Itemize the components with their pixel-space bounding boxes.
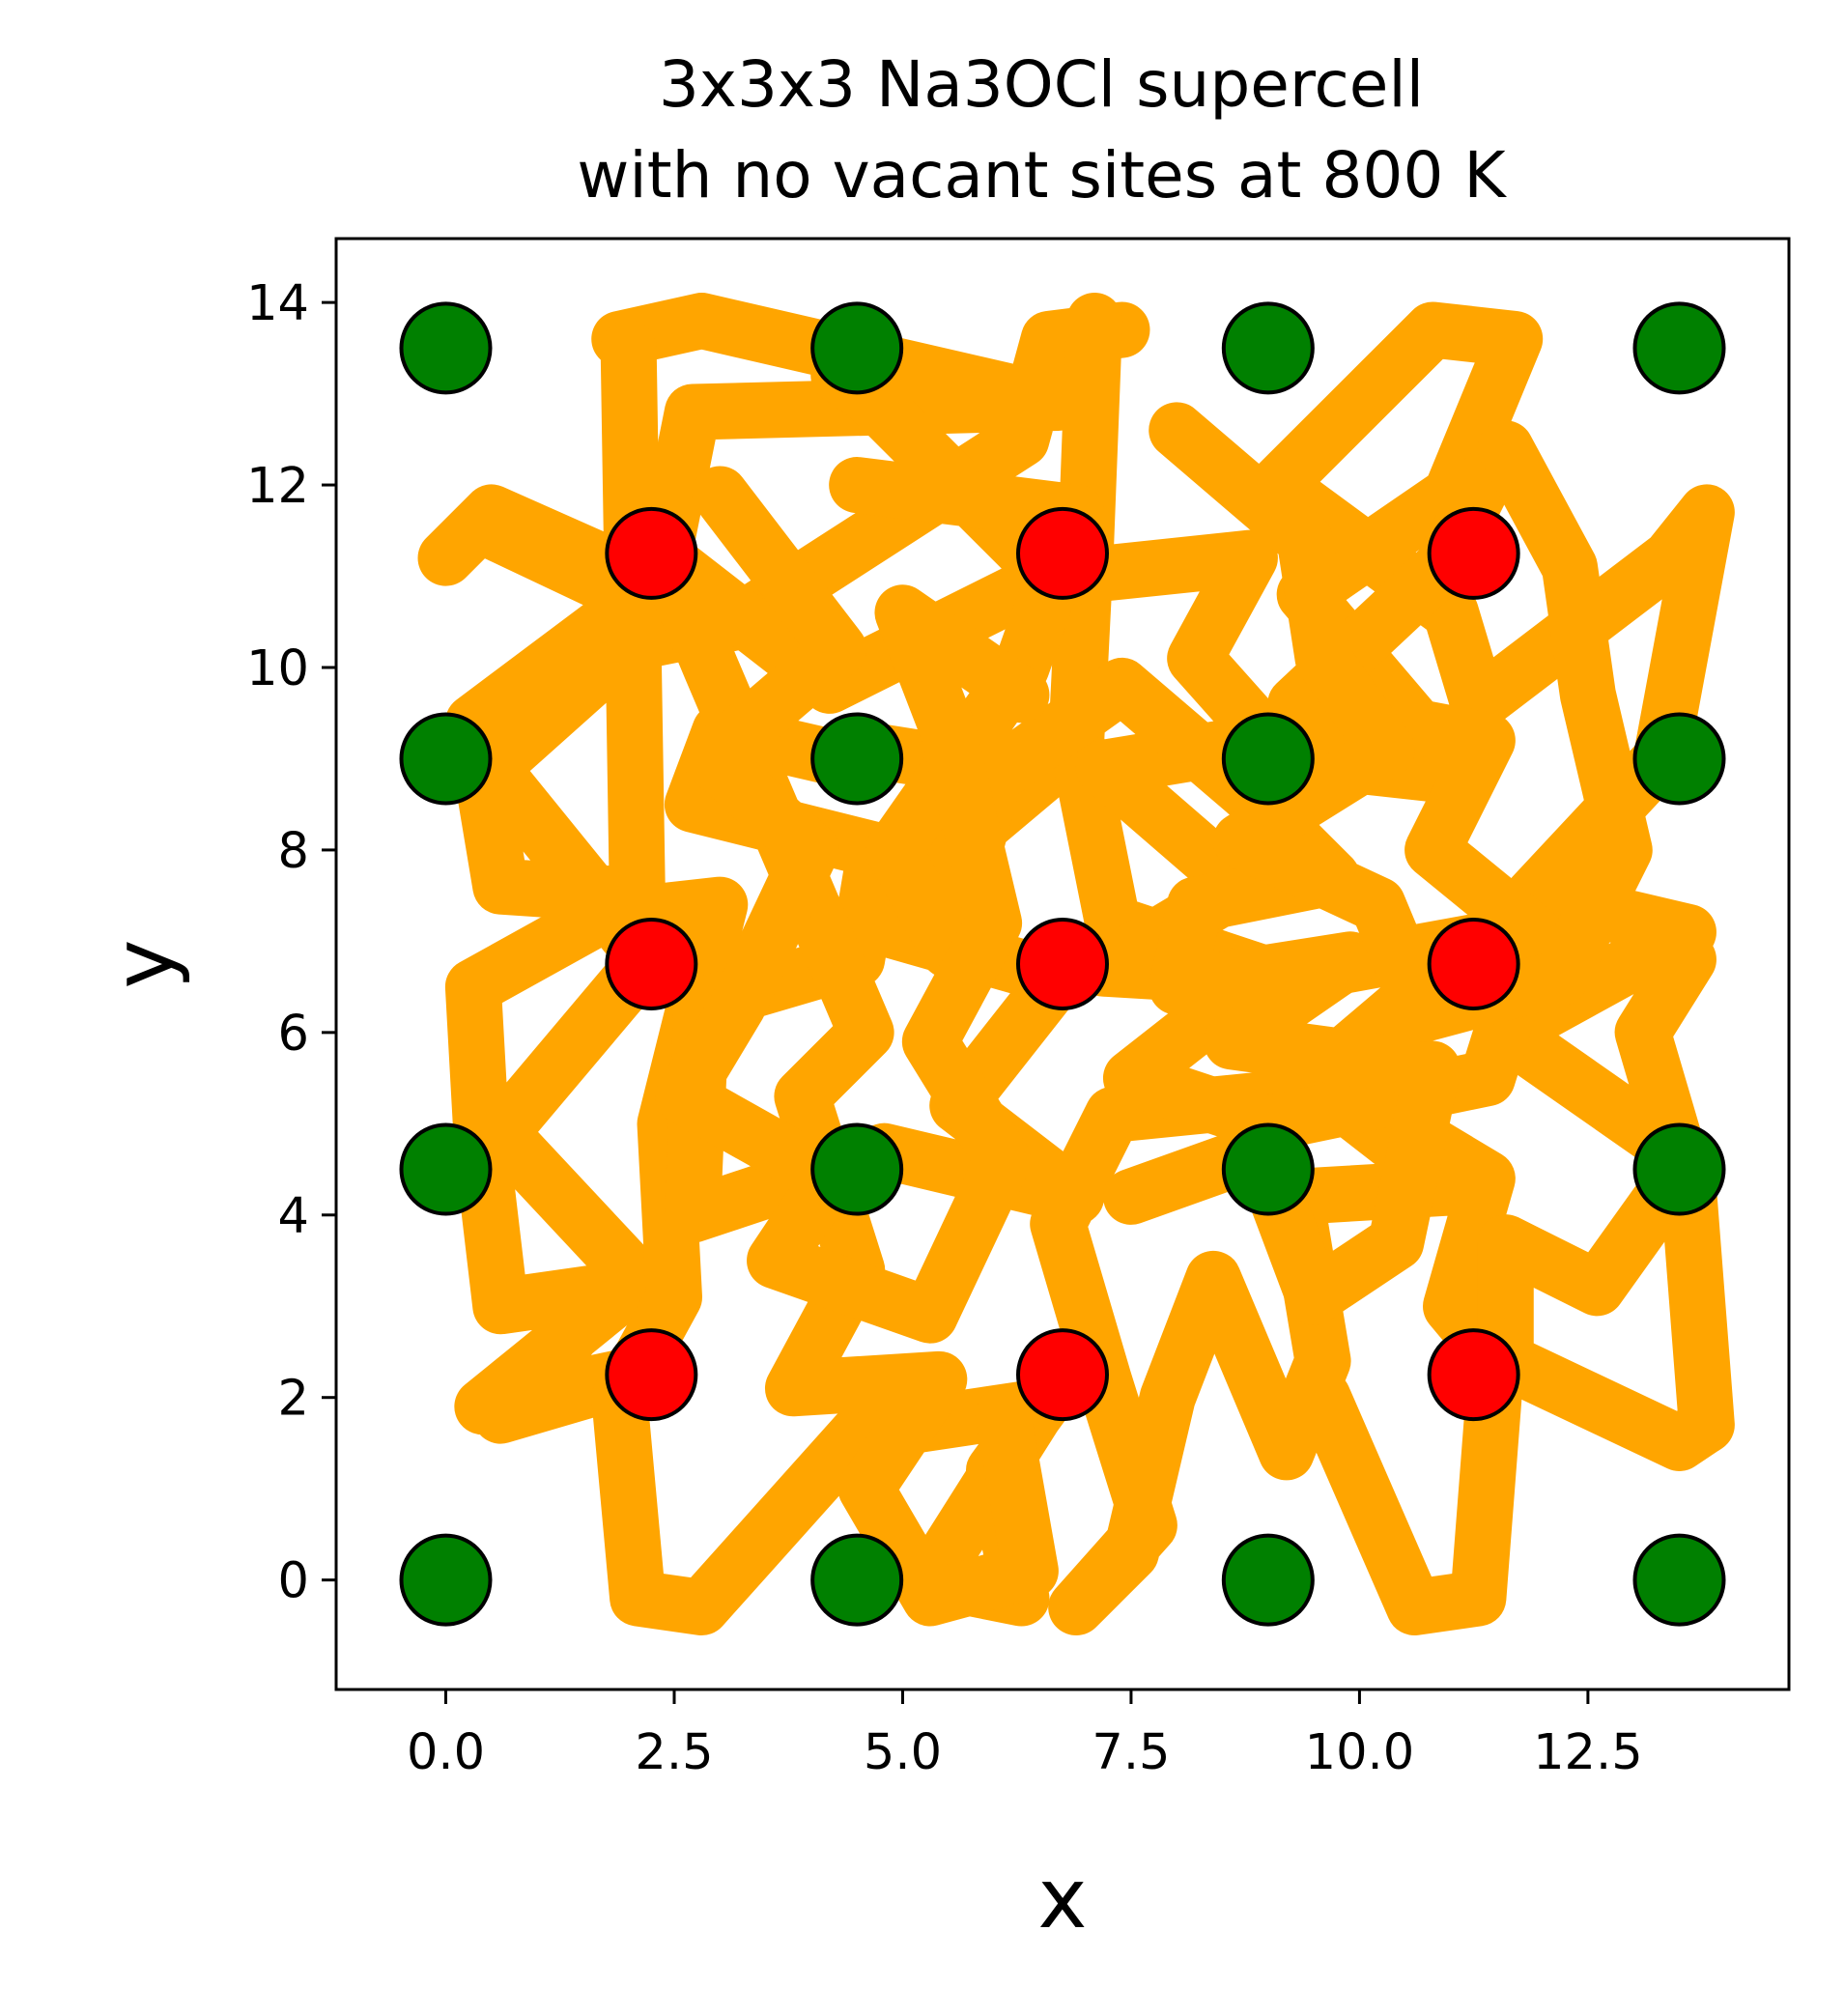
x-tick-label: 2.5	[635, 1724, 713, 1781]
green-site-marker-5	[399, 1122, 493, 1216]
green-site-marker-4	[1632, 1533, 1726, 1627]
green-site-marker-2	[810, 1533, 904, 1627]
green-site-marker-16	[1632, 301, 1726, 395]
y-tick-label: 12	[246, 458, 309, 515]
green-site-marker-10	[810, 712, 904, 806]
y-tick-label: 2	[278, 1371, 309, 1428]
red-site-marker-6	[1427, 918, 1520, 1010]
red-site-marker-9	[1427, 506, 1520, 600]
green-site-marker-12	[1632, 712, 1726, 806]
chart-title-line-2: with no vacant sites at 800 K	[577, 138, 1507, 213]
y-tick-label: 8	[278, 823, 309, 880]
trajectory-path-5	[637, 347, 1077, 1627]
plot-frame	[334, 237, 1791, 1691]
y-tick-label: 6	[278, 1006, 309, 1063]
green-site-marker-3	[1221, 1533, 1315, 1627]
x-tick-label: 12.5	[1533, 1724, 1643, 1781]
red-site-marker-5	[1016, 918, 1109, 1010]
red-site-marker-4	[605, 918, 698, 1010]
green-site-marker-14	[810, 301, 904, 395]
red-site-marker-3	[1427, 1328, 1520, 1422]
green-site-marker-1	[399, 1533, 493, 1627]
green-site-marker-15	[1221, 301, 1315, 395]
green-site-marker-11	[1221, 712, 1315, 806]
green-site-marker-7	[1221, 1122, 1315, 1216]
trajectory-layer	[417, 293, 1735, 1635]
x-tick-label: 0.0	[407, 1724, 485, 1781]
site-marker-layer	[399, 301, 1726, 1627]
green-site-marker-9	[399, 712, 493, 806]
green-site-marker-13	[399, 301, 493, 395]
red-site-marker-8	[1016, 506, 1109, 600]
x-axis-ticks: 0.0 2.5 5.0 7.5 10.0 12.5	[407, 1689, 1643, 1781]
trajectory-path-9	[829, 457, 1461, 1325]
green-site-marker-8	[1632, 1122, 1726, 1216]
red-site-marker-1	[605, 1328, 698, 1422]
x-tick-label: 7.5	[1092, 1724, 1170, 1781]
y-tick-label: 14	[246, 275, 309, 332]
y-tick-label: 10	[246, 640, 309, 697]
trajectory-path-10	[655, 466, 1050, 1344]
y-tick-label: 0	[278, 1553, 309, 1610]
y-axis-label: y	[96, 940, 192, 989]
chart-title-line-1: 3x3x3 Na3OCl supercell	[659, 47, 1424, 122]
x-tick-label: 10.0	[1305, 1724, 1415, 1781]
trajectory-path-8	[1048, 447, 1562, 1152]
y-tick-label: 4	[278, 1188, 309, 1245]
green-site-marker-6	[810, 1122, 904, 1216]
x-axis-label: x	[1038, 1851, 1088, 1947]
red-site-marker-7	[605, 506, 698, 600]
red-site-marker-2	[1016, 1328, 1109, 1422]
x-tick-label: 5.0	[864, 1724, 942, 1781]
y-axis-ticks: 0 2 4 6 8 10 12 14	[246, 275, 336, 1610]
trajectory-path-11	[1149, 402, 1653, 1042]
